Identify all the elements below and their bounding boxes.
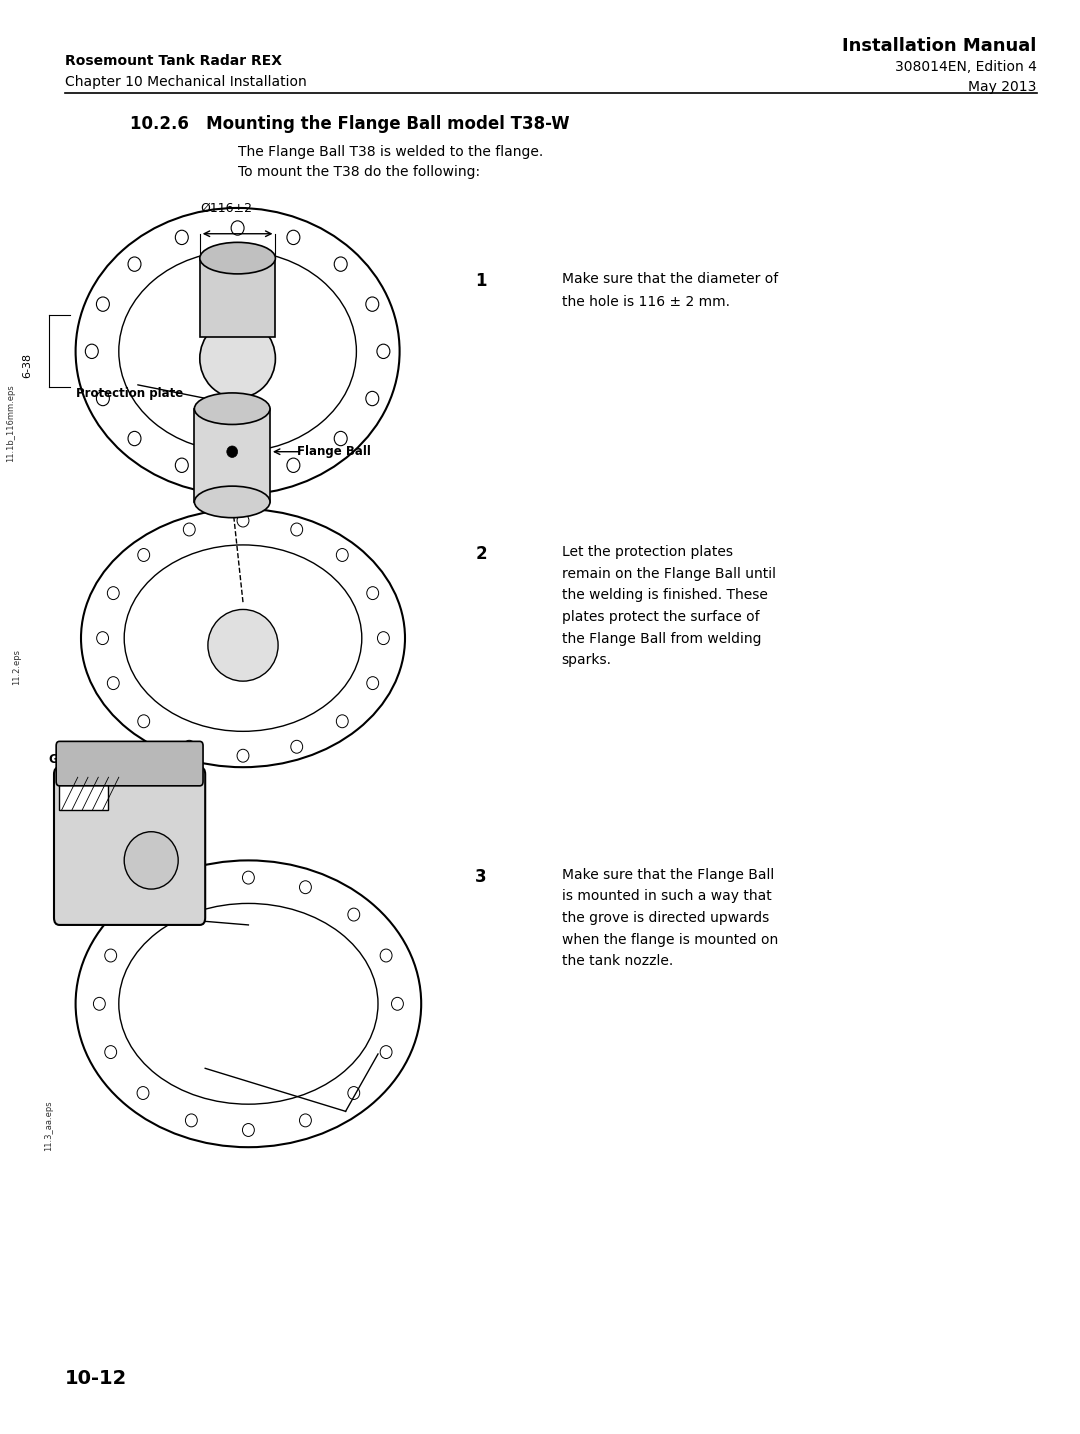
Text: May 2013: May 2013 bbox=[969, 80, 1037, 95]
Ellipse shape bbox=[124, 832, 178, 889]
Ellipse shape bbox=[242, 870, 255, 883]
Ellipse shape bbox=[186, 1114, 198, 1127]
Ellipse shape bbox=[366, 391, 379, 406]
Text: 11.3_aa.eps: 11.3_aa.eps bbox=[44, 1100, 53, 1152]
Ellipse shape bbox=[231, 467, 244, 482]
Ellipse shape bbox=[367, 587, 379, 599]
Ellipse shape bbox=[94, 998, 106, 1010]
Ellipse shape bbox=[287, 231, 300, 245]
Ellipse shape bbox=[377, 344, 390, 358]
Ellipse shape bbox=[367, 677, 379, 690]
Ellipse shape bbox=[291, 740, 302, 753]
Text: Protection plate: Protection plate bbox=[76, 387, 183, 400]
Ellipse shape bbox=[129, 432, 141, 446]
FancyBboxPatch shape bbox=[59, 774, 108, 810]
Text: Rosemount Tank Radar REX: Rosemount Tank Radar REX bbox=[65, 54, 282, 69]
Ellipse shape bbox=[119, 903, 378, 1104]
FancyBboxPatch shape bbox=[200, 258, 275, 337]
Ellipse shape bbox=[138, 549, 150, 562]
Ellipse shape bbox=[299, 880, 311, 893]
Ellipse shape bbox=[287, 457, 300, 472]
Text: 3: 3 bbox=[475, 868, 487, 886]
Text: 2: 2 bbox=[475, 545, 487, 564]
Ellipse shape bbox=[76, 208, 400, 495]
Ellipse shape bbox=[184, 740, 195, 753]
Ellipse shape bbox=[380, 949, 392, 962]
Ellipse shape bbox=[200, 320, 275, 397]
Ellipse shape bbox=[194, 486, 270, 518]
Ellipse shape bbox=[76, 860, 421, 1147]
Ellipse shape bbox=[242, 1124, 255, 1136]
Ellipse shape bbox=[124, 545, 362, 731]
Text: Installation Manual: Installation Manual bbox=[842, 37, 1037, 56]
Ellipse shape bbox=[184, 523, 195, 536]
Ellipse shape bbox=[129, 257, 141, 271]
Ellipse shape bbox=[137, 1087, 149, 1100]
Ellipse shape bbox=[194, 393, 270, 424]
Ellipse shape bbox=[336, 714, 348, 727]
Ellipse shape bbox=[175, 231, 188, 245]
Text: Let the protection plates
remain on the Flange Ball until
the welding is finishe: Let the protection plates remain on the … bbox=[562, 545, 775, 667]
Ellipse shape bbox=[348, 1087, 360, 1100]
Ellipse shape bbox=[299, 1114, 311, 1127]
Ellipse shape bbox=[238, 515, 249, 528]
Ellipse shape bbox=[334, 432, 347, 446]
Ellipse shape bbox=[391, 998, 404, 1010]
Ellipse shape bbox=[97, 631, 108, 644]
Text: Make sure that the diameter of
the hole is 116 ± 2 mm.: Make sure that the diameter of the hole … bbox=[562, 272, 778, 310]
Ellipse shape bbox=[380, 1045, 392, 1058]
Ellipse shape bbox=[334, 257, 347, 271]
Ellipse shape bbox=[119, 251, 356, 452]
Ellipse shape bbox=[378, 631, 389, 644]
Ellipse shape bbox=[137, 908, 149, 921]
Text: 1: 1 bbox=[475, 272, 487, 291]
Ellipse shape bbox=[207, 609, 279, 681]
Text: Make sure that the Flange Ball
is mounted in such a way that
the grove is direct: Make sure that the Flange Ball is mounte… bbox=[562, 868, 778, 968]
Text: Groove: Groove bbox=[49, 753, 96, 766]
Text: 10-12: 10-12 bbox=[65, 1369, 127, 1388]
Text: Flange Ball: Flange Ball bbox=[297, 445, 370, 459]
Text: 11.1b_116mm.eps: 11.1b_116mm.eps bbox=[6, 384, 15, 462]
Ellipse shape bbox=[291, 523, 302, 536]
FancyBboxPatch shape bbox=[194, 409, 270, 502]
Text: 11.2.eps: 11.2.eps bbox=[12, 648, 21, 685]
FancyBboxPatch shape bbox=[56, 741, 203, 786]
Ellipse shape bbox=[138, 714, 150, 727]
Ellipse shape bbox=[186, 880, 198, 893]
Text: Chapter 10 Mechanical Installation: Chapter 10 Mechanical Installation bbox=[65, 75, 307, 89]
Ellipse shape bbox=[348, 908, 360, 921]
Ellipse shape bbox=[85, 344, 98, 358]
Ellipse shape bbox=[200, 242, 275, 274]
Ellipse shape bbox=[175, 457, 188, 472]
Ellipse shape bbox=[105, 949, 117, 962]
Text: Ø116±2: Ø116±2 bbox=[201, 202, 253, 215]
FancyBboxPatch shape bbox=[54, 767, 205, 925]
Ellipse shape bbox=[366, 297, 379, 311]
Ellipse shape bbox=[96, 391, 109, 406]
Ellipse shape bbox=[227, 446, 238, 457]
Ellipse shape bbox=[96, 297, 109, 311]
Text: 10.2.6   Mounting the Flange Ball model T38-W: 10.2.6 Mounting the Flange Ball model T3… bbox=[130, 115, 569, 133]
Ellipse shape bbox=[107, 587, 119, 599]
Ellipse shape bbox=[231, 221, 244, 235]
Text: 6-38: 6-38 bbox=[22, 353, 32, 379]
Ellipse shape bbox=[336, 549, 348, 562]
Text: 308014EN, Edition 4: 308014EN, Edition 4 bbox=[895, 60, 1037, 75]
Ellipse shape bbox=[81, 509, 405, 767]
Ellipse shape bbox=[107, 677, 119, 690]
Text: The Flange Ball T38 is welded to the flange.
To mount the T38 do the following:: The Flange Ball T38 is welded to the fla… bbox=[238, 145, 543, 179]
Ellipse shape bbox=[105, 1045, 117, 1058]
Ellipse shape bbox=[237, 749, 248, 763]
